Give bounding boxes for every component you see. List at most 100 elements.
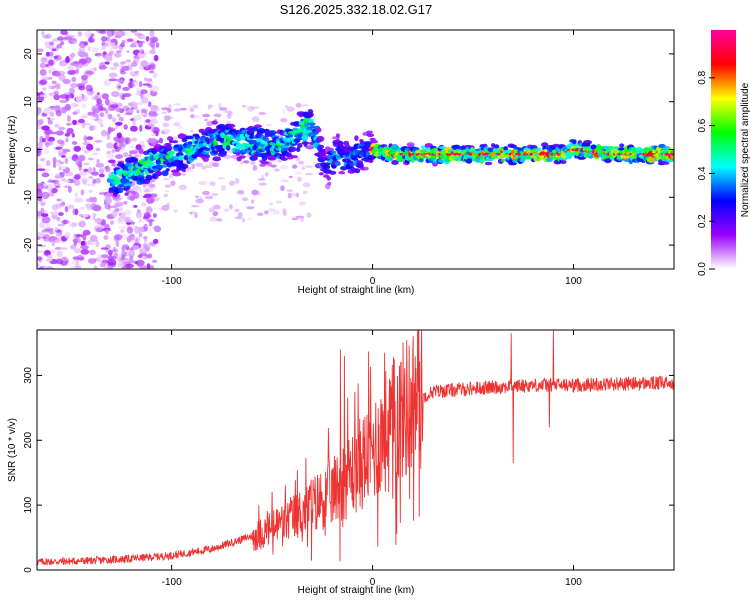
heatmap-cell xyxy=(66,115,71,122)
heatmap-cell xyxy=(168,172,174,179)
heatmap-cell xyxy=(85,203,91,209)
heatmap-cell xyxy=(58,212,64,216)
heatmap-cell xyxy=(37,48,44,53)
heatmap-cell xyxy=(117,225,126,230)
heatmap-cell xyxy=(47,84,52,89)
heatmap-cell xyxy=(590,144,597,150)
heatmap-cell xyxy=(301,134,309,141)
heatmap-cell xyxy=(54,175,62,179)
heatmap-cell xyxy=(58,203,63,207)
heatmap-cell xyxy=(42,226,51,230)
heatmap-cell xyxy=(189,130,195,133)
heatmap-cell xyxy=(131,137,138,142)
heatmap-cell xyxy=(153,238,159,244)
heatmap-cell xyxy=(74,197,84,203)
heatmap-cell xyxy=(42,76,51,81)
heatmap-cell xyxy=(99,30,107,35)
heatmap-cell xyxy=(125,107,134,115)
heatmap-cell xyxy=(43,107,53,115)
heatmap-cell xyxy=(77,50,85,57)
heatmap-cell xyxy=(338,171,346,175)
heatmap-cell xyxy=(105,109,109,115)
heatmap-cell xyxy=(301,141,310,145)
heatmap-cell xyxy=(105,229,109,235)
heatmap-cell xyxy=(224,110,233,114)
heatmap-cell xyxy=(140,89,148,95)
heatmap-cell xyxy=(256,128,266,133)
heatmap-cell xyxy=(396,157,405,162)
heatmap-cell xyxy=(117,85,121,89)
heatmap-cell xyxy=(284,105,289,108)
y-tick-label: 10 xyxy=(23,96,34,108)
heatmap-cell xyxy=(209,216,218,222)
heatmap-cell xyxy=(124,137,129,143)
heatmap-cell xyxy=(77,118,85,124)
heatmap-cell xyxy=(37,231,45,237)
heatmap-cell xyxy=(194,212,198,219)
heatmap-cell xyxy=(76,254,84,261)
heatmap-cell xyxy=(115,154,123,160)
heatmap-cell xyxy=(78,155,86,162)
heatmap-cell xyxy=(366,130,373,134)
heatmap-cell xyxy=(129,71,138,77)
heatmap-cell xyxy=(96,54,106,60)
heatmap-cell xyxy=(146,80,154,84)
heatmap-cell xyxy=(86,143,94,151)
heatmap-cell xyxy=(282,108,286,115)
heatmap-cell xyxy=(193,115,201,119)
heatmap-cell xyxy=(173,209,178,213)
heatmap-cell xyxy=(171,140,179,144)
heatmap-cell xyxy=(91,47,99,53)
heatmap-cell xyxy=(39,69,47,76)
heatmap-cell xyxy=(74,192,79,198)
heatmap-cell xyxy=(75,68,79,75)
heatmap-cell xyxy=(270,164,277,168)
heatmap-cell xyxy=(418,158,424,163)
heatmap-cell xyxy=(586,143,591,147)
heatmap-cell xyxy=(40,202,46,207)
heatmap-cell xyxy=(186,166,191,171)
heatmap-cell xyxy=(304,113,313,119)
heatmap-cell xyxy=(356,163,364,169)
heatmap-cell xyxy=(126,185,131,190)
heatmap-cell xyxy=(280,179,290,183)
heatmap-cell xyxy=(45,266,54,269)
heatmap-cell xyxy=(178,125,183,130)
heatmap-cell xyxy=(212,156,221,162)
heatmap-cell xyxy=(124,192,129,196)
heatmap-cell xyxy=(55,232,60,237)
heatmap-cell xyxy=(48,188,52,196)
heatmap-cell xyxy=(121,251,127,258)
heatmap-cell xyxy=(123,124,128,130)
heatmap-cell xyxy=(92,167,96,172)
heatmap-cell xyxy=(189,108,195,112)
heatmap-cell xyxy=(52,157,57,164)
heatmap-cell xyxy=(146,123,154,127)
heatmap-cell xyxy=(89,125,95,132)
heatmap-cell xyxy=(193,104,199,109)
heatmap-cell xyxy=(40,207,45,215)
heatmap-cell xyxy=(48,76,53,80)
heatmap-cell xyxy=(238,190,243,194)
heatmap-cell xyxy=(234,208,240,213)
colorbar-label: Normalized spectral amplitude xyxy=(740,82,750,217)
heatmap-cell xyxy=(39,265,44,269)
heatmap-cell xyxy=(135,211,143,218)
heatmap-cell xyxy=(163,193,169,198)
heatmap-cell xyxy=(661,161,670,165)
colorbar-ticks: 0.0 0.2 0.4 0.6 0.8 xyxy=(697,70,715,276)
heatmap-cell xyxy=(78,214,84,217)
heatmap-cell xyxy=(173,122,181,127)
heatmap-cell xyxy=(264,172,269,177)
heatmap-cell xyxy=(125,59,132,63)
heatmap-cell xyxy=(209,181,216,187)
heatmap-cell xyxy=(91,96,96,100)
heatmap-cell xyxy=(217,177,226,180)
y-tick-label: 200 xyxy=(23,431,34,448)
heatmap-cell xyxy=(122,216,131,220)
colorbar-tick-label: 0.2 xyxy=(697,214,708,228)
heatmap-cell xyxy=(53,55,59,59)
heatmap-cell xyxy=(141,202,147,207)
heatmap-cell xyxy=(66,122,72,126)
heatmap-cell xyxy=(143,188,150,193)
